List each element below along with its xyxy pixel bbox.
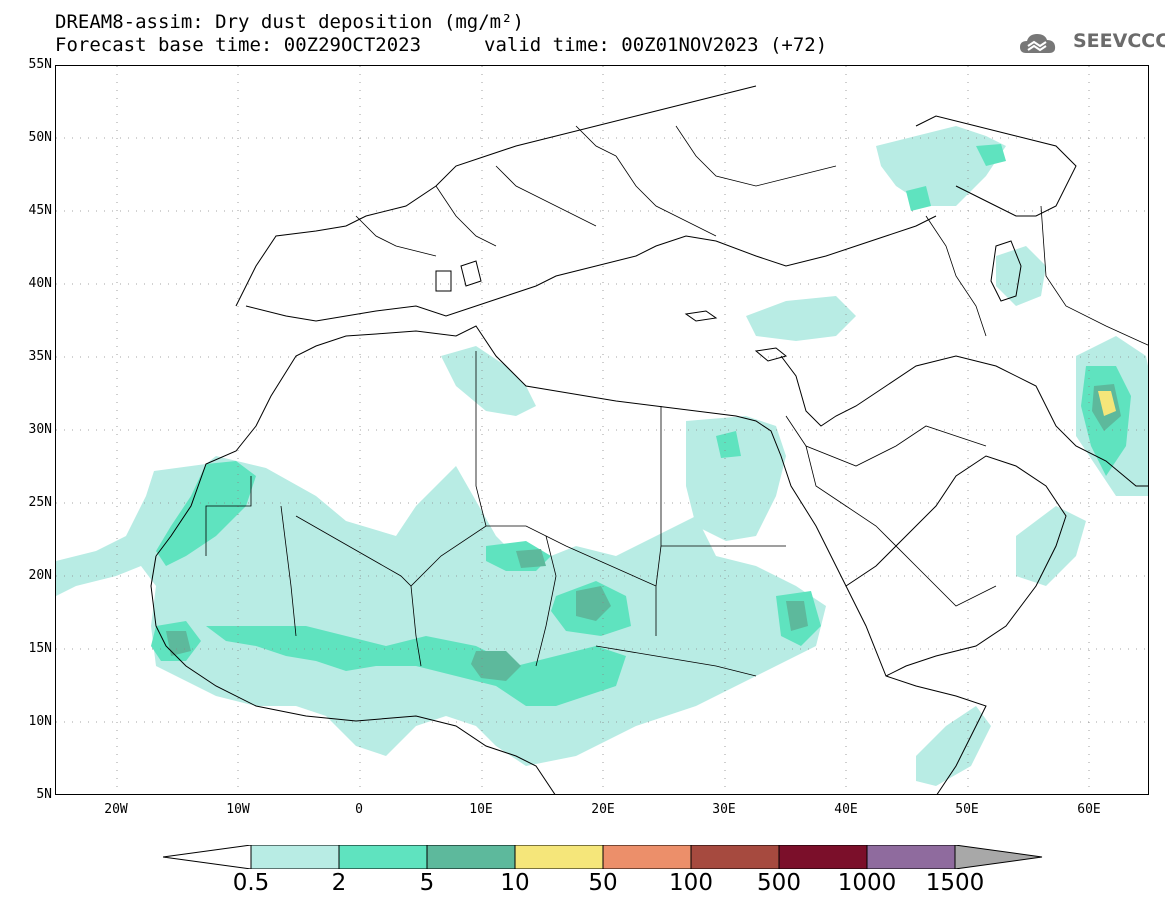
colorbar-segment: [163, 845, 252, 869]
colorbar-segment: [954, 845, 1043, 869]
colorbar-label: 1000: [837, 870, 897, 896]
lat-label: 10N: [28, 714, 52, 729]
lon-label: 40E: [834, 802, 858, 817]
cloud-icon: [1020, 34, 1056, 53]
lat-label: 35N: [28, 349, 52, 364]
colorbar-segment: [602, 845, 692, 869]
coastlines: [150, 85, 1148, 794]
colorbar-label: 0.5: [232, 870, 270, 896]
dust-shading-light: [56, 126, 1148, 786]
lon-label: 20E: [591, 802, 615, 817]
lon-label: 10E: [469, 802, 493, 817]
lat-label: 30N: [28, 422, 52, 437]
lat-label: 45N: [28, 203, 52, 218]
colorbar-label: 10: [500, 870, 530, 896]
lat-label: 50N: [28, 130, 52, 145]
lon-label: 10W: [226, 802, 250, 817]
logo-text: SEEVCCC: [1073, 30, 1165, 52]
dust-shading-high: [1098, 391, 1116, 416]
map-title: DREAM8-assim: Dry dust deposition (mg/m²…: [55, 11, 524, 33]
colorbar-label: 500: [757, 870, 801, 896]
lon-label: 50E: [955, 802, 979, 817]
lat-label: 20N: [28, 568, 52, 583]
lat-label: 40N: [28, 276, 52, 291]
map-panel: [55, 65, 1149, 795]
colorbar-label: 2: [331, 870, 347, 896]
lon-label: 30E: [712, 802, 736, 817]
colorbar-label: 5: [419, 870, 435, 896]
colorbar-label: 50: [588, 870, 618, 896]
lon-label: 0: [355, 802, 363, 817]
colorbar-segment: [250, 845, 340, 869]
colorbar-segment: [426, 845, 516, 869]
colorbar-label: 100: [669, 870, 713, 896]
lat-label: 55N: [28, 57, 52, 72]
country-borders: [205, 125, 1148, 677]
graticule: [56, 66, 1148, 794]
valid-time: valid time: 00Z01NOV2023 (+72): [484, 34, 828, 56]
colorbar-segment: [514, 845, 604, 869]
dust-map: [56, 66, 1148, 794]
lon-label: 60E: [1077, 802, 1101, 817]
colorbar-segment: [690, 845, 780, 869]
colorbar-label: 1500: [925, 870, 985, 896]
forecast-base-time: Forecast base time: 00Z29OCT2023: [55, 34, 422, 56]
lat-label: 5N: [36, 787, 52, 802]
lon-label: 20W: [104, 802, 128, 817]
colorbar-segment: [338, 845, 428, 869]
colorbar-segment: [778, 845, 868, 869]
lat-label: 25N: [28, 495, 52, 510]
colorbar: [163, 845, 1043, 869]
colorbar-segment: [866, 845, 956, 869]
lat-label: 15N: [28, 641, 52, 656]
